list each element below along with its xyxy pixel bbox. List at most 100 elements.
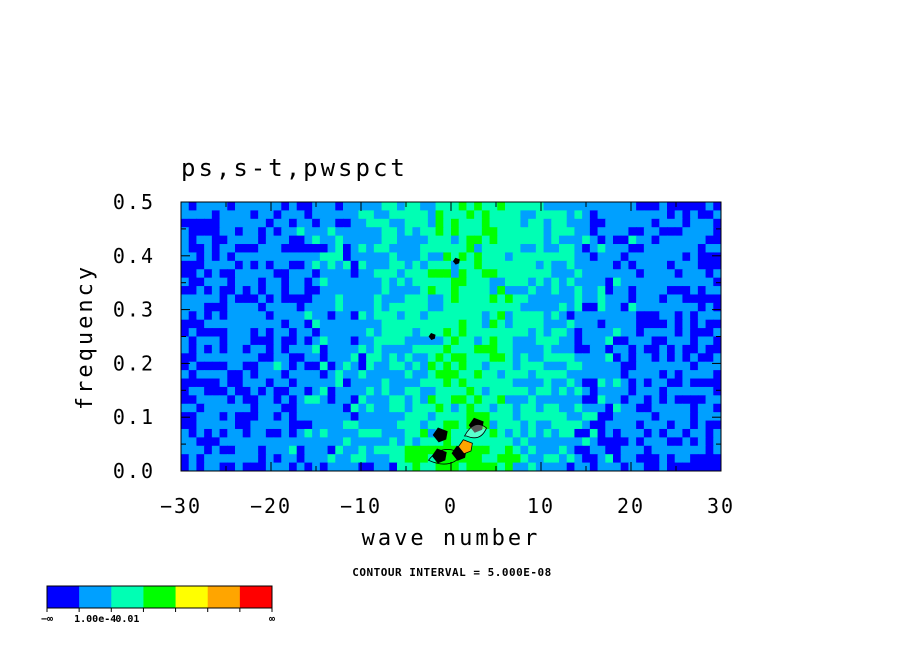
heatmap-cell	[312, 227, 321, 237]
heatmap-cell	[559, 353, 568, 363]
heatmap-cell	[420, 235, 429, 245]
heatmap-cell	[497, 454, 506, 464]
heatmap-cell	[566, 445, 576, 455]
heatmap-cell	[273, 277, 282, 287]
heatmap-cell	[697, 311, 707, 321]
heatmap-cell	[613, 260, 622, 270]
heatmap-cell	[651, 286, 660, 296]
heatmap-cell	[219, 277, 228, 287]
heatmap-cell	[373, 227, 383, 237]
heatmap-cell	[520, 454, 529, 464]
heatmap-cell	[358, 361, 367, 371]
heatmap-cell	[566, 235, 576, 245]
heatmap-cell	[265, 218, 275, 228]
heatmap-cell	[636, 269, 645, 279]
heatmap-cell	[196, 294, 205, 304]
heatmap-cell	[181, 218, 190, 228]
heatmap-cell	[358, 319, 367, 329]
heatmap-cell	[589, 218, 599, 228]
heatmap-cell	[659, 378, 668, 388]
heatmap-cell	[404, 210, 414, 220]
heatmap-cell	[597, 378, 606, 388]
heatmap-cell	[667, 403, 676, 413]
heatmap-cell	[273, 361, 282, 371]
heatmap-cell	[304, 445, 313, 455]
heatmap-cell	[296, 218, 306, 228]
heatmap-cell	[188, 286, 198, 296]
heatmap-cell	[713, 428, 721, 438]
heatmap-cell	[690, 420, 699, 430]
heatmap-cell	[373, 428, 383, 438]
heatmap-cell	[204, 235, 213, 245]
heatmap-cell	[427, 328, 437, 338]
heatmap-cell	[435, 378, 444, 388]
heatmap-cell	[312, 294, 321, 304]
heatmap-cell	[358, 235, 367, 245]
heatmap-cell	[381, 277, 390, 287]
heatmap-cell	[358, 378, 367, 388]
heatmap-cell	[373, 244, 383, 254]
heatmap-cell	[289, 454, 298, 464]
heatmap-cell	[674, 454, 684, 464]
heatmap-cell	[613, 294, 622, 304]
heatmap-cell	[242, 454, 252, 464]
heatmap-cell	[636, 437, 645, 447]
heatmap-cell	[582, 454, 591, 464]
heatmap-cell	[520, 336, 529, 346]
heatmap-cell	[296, 412, 306, 422]
heatmap-cell	[289, 286, 298, 296]
heatmap-cell	[636, 370, 645, 380]
heatmap-cell	[211, 454, 221, 464]
heatmap-cell	[296, 420, 306, 430]
heatmap-cell	[458, 210, 468, 220]
heatmap-cell	[489, 269, 498, 279]
heatmap-cell	[227, 311, 236, 321]
heatmap-cell	[265, 395, 275, 405]
heatmap-cell	[697, 445, 707, 455]
heatmap-cell	[458, 462, 468, 471]
heatmap-cell	[458, 378, 468, 388]
heatmap-cell	[420, 420, 429, 430]
heatmap-cell	[427, 244, 437, 254]
heatmap-cell	[235, 370, 244, 380]
heatmap-cell	[211, 235, 221, 245]
heatmap-cell	[713, 210, 721, 220]
heatmap-cell	[188, 218, 198, 228]
heatmap-cell	[589, 370, 599, 380]
heatmap-cell	[505, 202, 514, 212]
heatmap-cell	[574, 403, 583, 413]
heatmap-cell	[335, 412, 344, 422]
heatmap-cell	[582, 378, 591, 388]
heatmap-cell	[458, 227, 468, 237]
heatmap-cell	[397, 437, 406, 447]
heatmap-cell	[497, 462, 506, 471]
heatmap-cell	[412, 428, 421, 438]
heatmap-cell	[404, 378, 414, 388]
heatmap-cell	[335, 235, 344, 245]
heatmap-cell	[443, 277, 452, 287]
heatmap-cell	[420, 386, 429, 396]
colorbar-label: 0.01	[115, 614, 139, 625]
heatmap-cell	[551, 428, 560, 438]
heatmap-cell	[512, 244, 522, 254]
heatmap-cell	[412, 244, 421, 254]
colorbar-swatch	[175, 586, 209, 608]
heatmap-cell	[620, 412, 630, 422]
heatmap-cell	[705, 403, 714, 413]
heatmap-cell	[335, 353, 344, 363]
heatmap-cell	[613, 328, 622, 338]
heatmap-cell	[636, 420, 645, 430]
heatmap-cell	[474, 395, 483, 405]
heatmap-cell	[304, 462, 313, 471]
heatmap-cell	[466, 302, 475, 312]
heatmap-cell	[196, 386, 205, 396]
heatmap-cell	[381, 235, 390, 245]
heatmap-cell	[235, 252, 244, 262]
heatmap-cell	[659, 218, 668, 228]
heatmap-cell	[443, 412, 452, 422]
heatmap-cell	[466, 370, 475, 380]
heatmap-cell	[250, 244, 259, 254]
heatmap-cell	[281, 286, 290, 296]
heatmap-cell	[458, 311, 468, 321]
heatmap-cell	[319, 269, 329, 279]
